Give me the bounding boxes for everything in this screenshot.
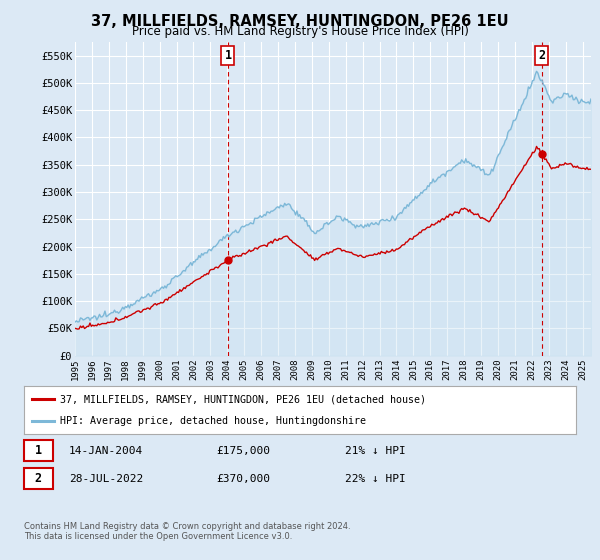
Text: 37, MILLFIELDS, RAMSEY, HUNTINGDON, PE26 1EU (detached house): 37, MILLFIELDS, RAMSEY, HUNTINGDON, PE26… xyxy=(60,394,426,404)
Text: 2: 2 xyxy=(538,49,545,62)
Text: HPI: Average price, detached house, Huntingdonshire: HPI: Average price, detached house, Hunt… xyxy=(60,416,366,426)
Text: £370,000: £370,000 xyxy=(216,474,270,484)
Text: Contains HM Land Registry data © Crown copyright and database right 2024.: Contains HM Land Registry data © Crown c… xyxy=(24,522,350,531)
Text: 28-JUL-2022: 28-JUL-2022 xyxy=(69,474,143,484)
Text: 21% ↓ HPI: 21% ↓ HPI xyxy=(345,446,406,456)
Text: 1: 1 xyxy=(35,444,42,458)
Text: 37, MILLFIELDS, RAMSEY, HUNTINGDON, PE26 1EU: 37, MILLFIELDS, RAMSEY, HUNTINGDON, PE26… xyxy=(91,14,509,29)
Text: 1: 1 xyxy=(224,49,232,62)
Text: 14-JAN-2004: 14-JAN-2004 xyxy=(69,446,143,456)
Text: This data is licensed under the Open Government Licence v3.0.: This data is licensed under the Open Gov… xyxy=(24,532,292,541)
Text: 2: 2 xyxy=(35,472,42,486)
Text: Price paid vs. HM Land Registry's House Price Index (HPI): Price paid vs. HM Land Registry's House … xyxy=(131,25,469,38)
Text: 22% ↓ HPI: 22% ↓ HPI xyxy=(345,474,406,484)
Text: £175,000: £175,000 xyxy=(216,446,270,456)
